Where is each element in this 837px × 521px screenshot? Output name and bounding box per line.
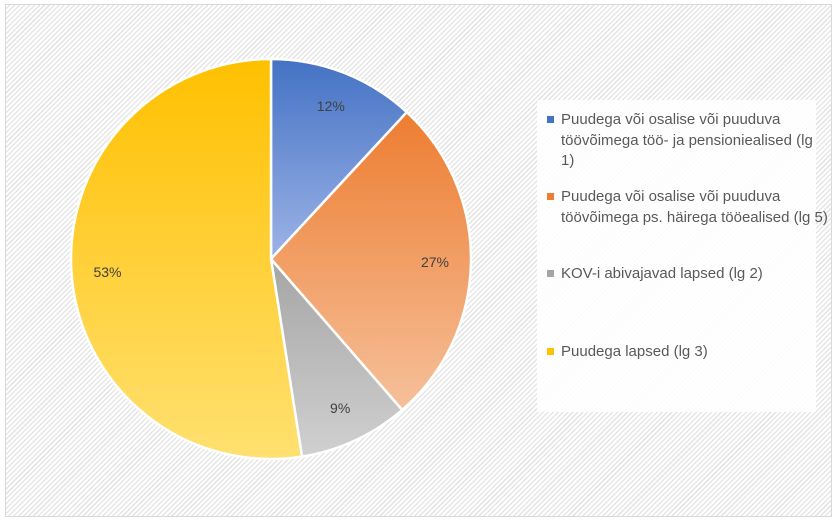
data-label: 12%	[316, 98, 345, 115]
legend-swatch	[547, 270, 554, 277]
legend-label: Puudega või osalise või puuduva töövõime…	[561, 111, 813, 169]
data-label: 9%	[330, 399, 351, 416]
legend-swatch	[547, 193, 554, 200]
slice-lg2	[269, 254, 404, 459]
slice-lg3	[69, 57, 304, 461]
legend-label: Puudega lapsed (lg 3)	[561, 343, 708, 360]
legend-item-lg3: Puudega lapsed (lg 3)	[547, 342, 829, 363]
chart-legend: Puudega või osalise või puuduva töövõime…	[537, 100, 828, 412]
data-label: 53%	[93, 263, 122, 280]
legend-swatch	[547, 116, 554, 123]
legend-label: Puudega või osalise või puuduva töövõime…	[561, 188, 828, 226]
legend-swatch	[547, 348, 554, 355]
legend-item-lg1: Puudega või osalise või puuduva töövõime…	[547, 110, 829, 172]
data-label: 27%	[420, 253, 449, 270]
legend-label: KOV-i abivajavad lapsed (lg 2)	[561, 265, 763, 282]
slice-lg5	[269, 110, 473, 412]
legend-item-lg5: Puudega või osalise või puuduva töövõime…	[547, 187, 829, 228]
legend-item-lg2: KOV-i abivajavad lapsed (lg 2)	[547, 264, 829, 285]
slice-lg1	[269, 57, 409, 263]
